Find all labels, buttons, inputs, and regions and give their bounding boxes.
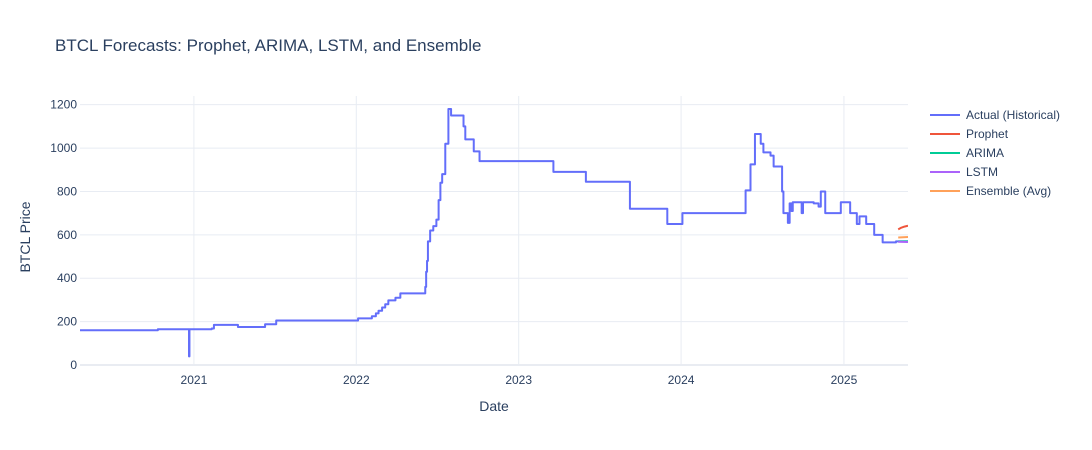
legend-item[interactable]: Actual (Historical) [930,108,1060,122]
x-tick-label: 2022 [343,373,370,387]
y-tick-label: 800 [57,184,77,198]
x-tick-label: 2023 [505,373,532,387]
y-tick-label: 1200 [50,98,77,112]
legend-item[interactable]: ARIMA [930,146,1004,160]
legend-label: Actual (Historical) [966,108,1060,122]
legend-item[interactable]: LSTM [930,165,998,179]
legend-item[interactable]: Ensemble (Avg) [930,184,1051,198]
x-axis-label: Date [479,398,509,414]
legend-label: LSTM [966,165,998,179]
axis-ticks: 0 200 400 600 800 1000 1200 2021 2022 2023 2024 202… [50,98,857,387]
legend-label: ARIMA [966,146,1004,160]
legend-item[interactable]: Prophet [930,127,1009,141]
plot-area [80,108,908,358]
legend-label: Ensemble (Avg) [966,184,1051,198]
chart-title: BTCL Forecasts: Prophet, ARIMA, LSTM, an… [55,36,481,55]
y-tick-label: 0 [70,358,77,372]
x-tick-label: 2025 [831,373,858,387]
y-tick-label: 600 [57,228,77,242]
y-axis-label: BTCL Price [17,201,33,272]
series-line [80,108,908,358]
series-line [897,224,908,231]
y-tick-label: 200 [57,315,77,329]
x-tick-label: 2021 [181,373,208,387]
y-tick-label: 1000 [50,141,77,155]
x-tick-label: 2024 [668,373,695,387]
grid [80,96,908,366]
legend[interactable]: Actual (Historical) Prophet ARIMA LSTM Ensem… [930,108,1060,198]
legend-label: Prophet [966,127,1009,141]
y-tick-label: 400 [57,271,77,285]
